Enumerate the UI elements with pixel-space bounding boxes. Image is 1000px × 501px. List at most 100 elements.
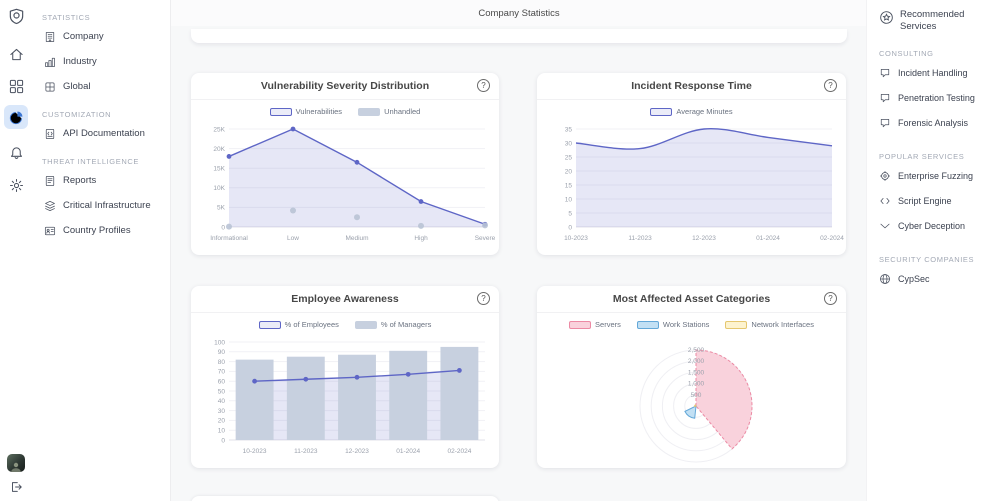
svc-item-enterprise-fuzzing[interactable]: Enterprise Fuzzing [879,164,990,189]
fuzzing-gear-icon [879,171,891,182]
help-icon[interactable]: ? [824,292,837,305]
sidebar-item-label: Company [63,31,104,42]
card-incident-response-time: Incident Response Time ? Average Minutes… [537,73,846,255]
award-star-icon [880,11,893,24]
svg-text:10: 10 [218,428,226,435]
sidebar-item-global[interactable]: Global [32,74,170,99]
user-avatar[interactable] [7,454,25,472]
legend-item[interactable]: Vulnerabilities [269,107,342,116]
chat-icon [880,119,890,128]
legend-label: Network Interfaces [751,320,814,329]
chat-icon [880,94,890,103]
svc-section-consulting: CONSULTING [879,48,934,58]
incident-response-chart[interactable]: 0 5 10 15 20 25 30 35 10-2023 11-2023 12-2023 01-20… [546,119,844,251]
svg-text:60: 60 [218,379,226,386]
legend-swatch [258,320,281,329]
svc-item-label: Script Engine [898,196,952,207]
sidebar-item-label: Country Profiles [63,225,131,236]
svc-item-script-engine[interactable]: Script Engine [879,189,990,214]
sidebar-item-critical-infrastructure[interactable]: Critical Infrastructure [32,193,170,218]
svg-text:11-2023: 11-2023 [294,448,318,455]
logout-icon[interactable] [7,478,25,496]
help-icon[interactable]: ? [824,79,837,92]
svg-text:20: 20 [564,168,572,175]
recommended-services-header[interactable]: Recommended Services [879,9,990,33]
logo-icon[interactable] [7,7,25,25]
api-docs-icon [45,128,55,139]
svg-text:20: 20 [218,418,226,425]
sidebar-item-reports[interactable]: Reports [32,168,170,193]
legend-item[interactable]: % of Managers [354,320,431,329]
help-icon[interactable]: ? [477,79,490,92]
nav-section-customization: CUSTOMIZATION [42,110,112,119]
svg-text:15: 15 [564,182,572,189]
svg-text:01-2024: 01-2024 [396,448,420,455]
svg-text:2,500: 2,500 [687,347,704,354]
home-icon[interactable] [7,45,25,63]
vulnerability-severity-chart[interactable]: 0 5K 10K 15K 20K 25K Informational Low Medium Hig… [199,119,495,251]
sidebar-item-country-profiles[interactable]: Country Profiles [32,218,170,243]
legend-item[interactable]: Work Stations [636,320,709,329]
svc-item-label: Cyber Deception [898,221,966,232]
employee-awareness-chart[interactable]: 0 10 20 30 40 50 60 70 80 90 100 10-2023 11-2023 12-2… [199,332,491,464]
legend-item[interactable]: Network Interfaces [725,320,814,329]
svc-item-incident-handling[interactable]: Incident Handling [879,61,990,86]
svg-text:02-2024: 02-2024 [820,235,844,242]
svg-text:5: 5 [568,210,572,217]
legend-item[interactable]: Average Minutes [650,107,733,116]
left-sidebar: STATISTICS Company Industry Global CUSTO… [32,0,170,243]
card-employee-awareness: Employee Awareness ? % of Employees % of … [191,286,499,468]
legend-swatch [725,320,748,329]
svg-text:12-2023: 12-2023 [692,235,716,242]
svc-item-penetration-testing[interactable]: Penetration Testing [879,86,990,111]
legend-label: Unhandled [384,107,421,116]
svc-section-popular-services: POPULAR SERVICES [879,151,965,161]
svg-text:0: 0 [221,224,225,231]
company-icon [45,31,55,42]
industry-icon [45,57,55,67]
polar-sector [695,349,752,450]
recommended-services-label: Recommended Services [900,9,965,32]
card-title: Incident Response Time [631,80,752,92]
svg-text:1,500: 1,500 [687,369,704,376]
legend-label: Servers [595,320,621,329]
svg-text:25: 25 [564,154,572,161]
svg-text:Informational: Informational [210,235,248,242]
apps-grid-icon[interactable] [7,77,25,95]
svg-text:10-2023: 10-2023 [243,448,267,455]
legend-item[interactable]: % of Employees [258,320,339,329]
sidebar-item-industry[interactable]: Industry [32,49,170,74]
legend-item[interactable]: Unhandled [358,107,420,116]
page-title: Company Statistics [171,0,867,26]
legend-swatch [636,320,659,329]
svg-text:35: 35 [564,126,572,133]
card-title: Vulnerability Severity Distribution [260,80,430,92]
help-icon[interactable]: ? [477,292,490,305]
svg-text:20K: 20K [213,146,225,153]
chart-legend: Servers Work Stations Network Interfaces [545,317,838,332]
legend-swatch [569,320,592,329]
svc-item-cypsec[interactable]: CypSec [879,267,990,292]
settings-gear-icon[interactable] [7,176,25,194]
card-fragment-bottom [191,496,499,501]
svg-text:01-2024: 01-2024 [756,235,780,242]
main-content: Company Statistics Vulnerability Severit… [170,0,867,501]
statistics-pie-icon[interactable] [4,105,28,129]
legend-item[interactable]: Servers [569,320,621,329]
asset-categories-polar-chart[interactable]: 500 1,000 1,500 2,000 2,500 [546,332,838,464]
svg-text:0: 0 [568,224,572,231]
svg-text:40: 40 [218,398,226,405]
notifications-bell-icon[interactable] [7,144,25,162]
sidebar-item-api-documentation[interactable]: API Documentation [32,121,170,146]
svg-text:Medium: Medium [345,235,368,242]
chevron-mask-icon [880,224,890,229]
sidebar-item-company[interactable]: Company [32,24,170,49]
card-title: Employee Awareness [291,293,399,305]
card-title: Most Affected Asset Categories [612,293,771,305]
icon-rail [0,0,32,501]
legend-swatch [650,107,673,116]
svc-item-cyber-deception[interactable]: Cyber Deception [879,214,990,239]
sidebar-item-label: Industry [63,56,97,67]
svc-item-forensic-analysis[interactable]: Forensic Analysis [879,111,990,136]
